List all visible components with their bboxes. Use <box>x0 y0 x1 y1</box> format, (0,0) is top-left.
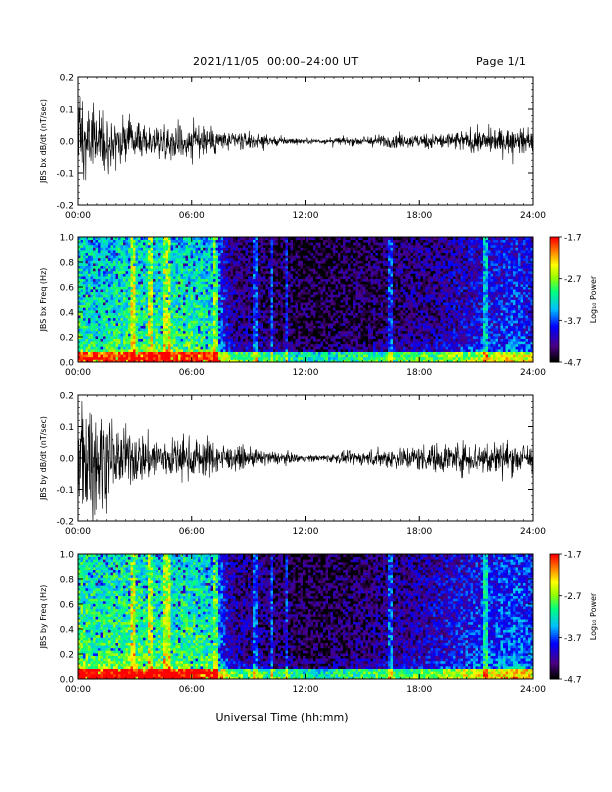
panel-4: -1.7 -2.7 -3.7 -4.7 Log₁₀ Power 00:00 06:00 12:… <box>39 551 598 696</box>
y-tick-label: -0.1 <box>56 170 74 180</box>
y-tick-label: 0.1 <box>60 106 74 116</box>
x-tick-label: 24:00 <box>520 527 546 537</box>
y-axis-label: JBS by dB/dt (nT/sec) <box>39 416 48 501</box>
x-axis-label: Universal Time (hh:mm) <box>216 711 349 724</box>
y-tick-label: 0.2 <box>60 74 74 84</box>
y-tick-label: 0.6 <box>60 284 75 294</box>
x-tick-label: 00:00 <box>65 211 91 221</box>
y-tick-label: 0.2 <box>60 334 74 344</box>
colorbar-tick-label: -4.7 <box>564 676 582 686</box>
x-tick-label: 06:00 <box>179 527 205 537</box>
series-line <box>78 401 533 526</box>
x-tick-label: 12:00 <box>293 685 319 695</box>
x-tick-label: 12:00 <box>293 527 319 537</box>
x-tick-label: 06:00 <box>179 211 205 221</box>
y-tick-label: 0.4 <box>60 309 75 319</box>
panel-3: 00:00 06:00 12:00 18:00 24:00 -0.2 -0.1 0.0 0.1 0… <box>39 392 546 538</box>
y-tick-label: 0.0 <box>60 138 75 148</box>
y-tick-label: 1.0 <box>60 234 75 244</box>
y-tick-label: -0.1 <box>56 486 74 496</box>
y-tick-label: 0.6 <box>60 601 75 611</box>
y-tick-label: 0.0 <box>60 359 75 369</box>
x-tick-label: 06:00 <box>179 685 205 695</box>
series-line <box>78 97 533 181</box>
x-tick-label: 24:00 <box>520 685 546 695</box>
y-tick-label: 0.2 <box>60 651 74 661</box>
x-tick-label: 06:00 <box>179 368 205 378</box>
colorbar-label: Log₁₀ Power <box>589 275 598 323</box>
y-axis-label: JBS bx dB/dt (nT/sec) <box>39 99 48 184</box>
colorbar: -1.7 -2.7 -3.7 -4.7 Log₁₀ Power <box>550 551 598 686</box>
y-axis-label: JBS by Freq (Hz) <box>39 585 48 650</box>
y-tick-label: 1.0 <box>60 551 75 561</box>
y-tick-label: 0.8 <box>60 259 75 269</box>
y-axis-label: JBS bx Freq (Hz) <box>39 268 48 333</box>
x-tick-label: 24:00 <box>520 368 546 378</box>
colorbar-tick-label: -3.7 <box>564 634 582 644</box>
heatmap-cells <box>78 554 533 679</box>
x-tick-label: 00:00 <box>65 368 91 378</box>
x-tick-label: 18:00 <box>406 211 432 221</box>
colorbar-tick-label: -3.7 <box>564 317 582 327</box>
x-tick-label: 12:00 <box>293 368 319 378</box>
y-tick-label: 0.4 <box>60 626 75 636</box>
x-tick-label: 18:00 <box>406 368 432 378</box>
panel-2: -1.7 -2.7 -3.7 -4.7 Log₁₀ Power 00:00 06:00 12:… <box>39 234 598 379</box>
y-tick-label: 0.2 <box>60 392 74 402</box>
x-tick-label: 18:00 <box>406 527 432 537</box>
panel-1: 00:00 06:00 12:00 18:00 24:00 -0.2 -0.1 0.0 0.1 0… <box>39 74 546 222</box>
x-tick-label: 24:00 <box>520 211 546 221</box>
x-tick-label: 12:00 <box>293 211 319 221</box>
heatmap-cells <box>78 237 533 362</box>
y-tick-label: 0.8 <box>60 576 75 586</box>
y-tick-label: -0.2 <box>56 518 74 528</box>
y-tick-label: -0.2 <box>56 202 74 212</box>
colorbar-tick-label: -2.7 <box>564 592 582 602</box>
colorbar-label: Log₁₀ Power <box>589 592 598 640</box>
colorbar: -1.7 -2.7 -3.7 -4.7 Log₁₀ Power <box>550 234 598 369</box>
x-tick-label: 00:00 <box>65 527 91 537</box>
colorbar-tick-label: -1.7 <box>564 234 582 244</box>
colorbar-tick-label: -1.7 <box>564 551 582 561</box>
x-tick-label: 00:00 <box>65 685 91 695</box>
y-tick-label: 0.1 <box>60 423 74 433</box>
x-tick-label: 18:00 <box>406 685 432 695</box>
y-tick-label: 0.0 <box>60 676 75 686</box>
colorbar-tick-label: -4.7 <box>564 359 582 369</box>
colorbar-tick-label: -2.7 <box>564 275 582 285</box>
y-tick-label: 0.0 <box>60 455 75 465</box>
